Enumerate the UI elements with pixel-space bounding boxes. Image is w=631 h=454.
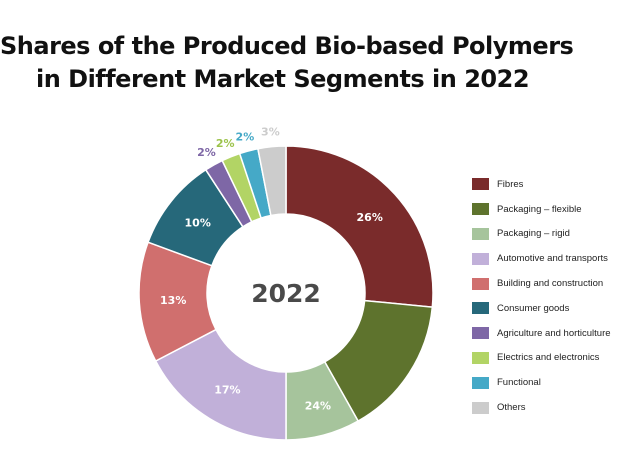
legend-swatch — [472, 351, 489, 364]
legend-swatch — [472, 203, 489, 216]
legend-label: Packaging – rigid — [497, 228, 570, 240]
legend-label: Electrics and electronics — [497, 352, 600, 364]
legend-swatch — [472, 227, 489, 240]
legend-item-consumer-goods: Consumer goods — [472, 296, 611, 321]
slice-others — [257, 145, 287, 217]
legend-item-electrics-and-electronics: Electrics and electronics — [472, 346, 611, 371]
legend-label: Packaging – flexible — [497, 203, 582, 215]
legend-item-packaging-flexible: Packaging – flexible — [472, 197, 611, 222]
data-label-electrics-and-electronics: 2% — [216, 137, 235, 150]
data-label-packaging-rigid: 24% — [305, 400, 331, 413]
data-label-agriculture-and-horticulture: 2% — [197, 146, 216, 159]
legend-label: Agriculture and horticulture — [497, 327, 611, 339]
legend-item-building-and-construction: Building and construction — [472, 271, 611, 296]
data-label-functional: 2% — [236, 130, 255, 143]
legend-swatch — [472, 277, 489, 290]
legend-swatch — [472, 252, 489, 265]
chart-legend: Fibres Packaging – flexible Packaging – ri… — [472, 172, 611, 420]
legend-swatch — [472, 178, 489, 191]
legend-item-packaging-rigid: Packaging – rigid — [472, 222, 611, 247]
legend-item-automotive-and-transports: Automotive and transports — [472, 246, 611, 271]
legend-label: Fibres — [497, 178, 524, 190]
legend-swatch — [472, 302, 489, 315]
data-label-automotive-and-transports: 17% — [214, 384, 240, 397]
legend-swatch — [472, 327, 489, 340]
legend-label: Consumer goods — [497, 302, 570, 314]
legend-label: Others — [497, 402, 526, 414]
legend-label: Functional — [497, 377, 541, 389]
legend-item-agriculture-and-horticulture: Agriculture and horticulture — [472, 321, 611, 346]
data-label-others: 3% — [261, 126, 280, 139]
legend-item-others: Others — [472, 395, 611, 420]
data-label-building-and-construction: 13% — [160, 294, 186, 307]
legend-item-fibres: Fibres — [472, 172, 611, 197]
center-label: 2022 — [251, 279, 321, 308]
legend-swatch — [472, 401, 489, 414]
slice-fibres — [285, 145, 434, 308]
legend-label: Building and construction — [497, 278, 604, 290]
chart-title-line-1: Shares of the Produced Bio-based Polymer… — [0, 32, 574, 60]
legend-item-functional: Functional — [472, 370, 611, 395]
legend-swatch — [472, 376, 489, 389]
chart-title-line-2: in Different Market Segments in 2022 — [35, 65, 530, 93]
data-label-fibres: 26% — [357, 211, 383, 224]
chart-title: Shares of the Produced Bio-based Polymer… — [0, 30, 574, 96]
legend-label: Automotive and transports — [497, 253, 608, 265]
data-label-consumer-goods: 10% — [185, 217, 211, 230]
